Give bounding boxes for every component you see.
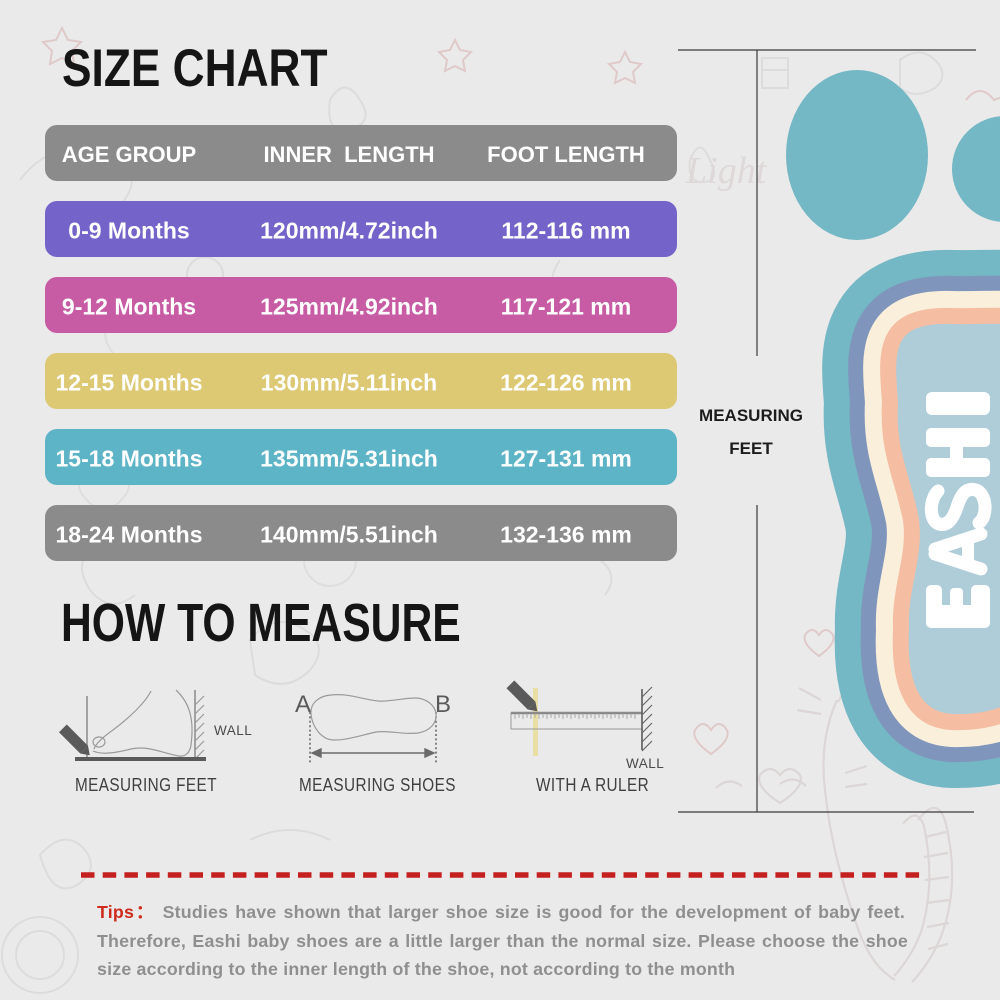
- svg-text:Light: Light: [685, 150, 768, 192]
- svg-text:A: A: [295, 691, 311, 718]
- svg-text:WALL: WALL: [214, 723, 252, 738]
- svg-text:WALL: WALL: [626, 756, 664, 771]
- svg-text:B: B: [435, 691, 451, 718]
